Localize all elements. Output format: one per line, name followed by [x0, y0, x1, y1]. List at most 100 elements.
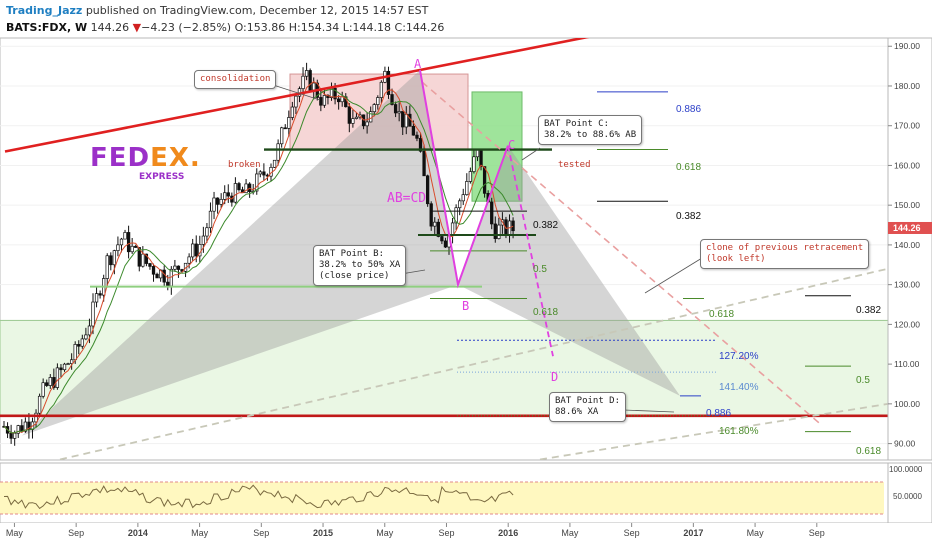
price-axis[interactable]: 190.00 180.00 170.00 160.00 150.00 140.00 130.…: [887, 37, 932, 461]
candle-body: [141, 253, 145, 267]
candle-body: [351, 118, 355, 124]
fib-c-618: 0.618: [676, 162, 702, 173]
green-zone: [0, 319, 888, 417]
candle-body: [287, 117, 291, 129]
candle-body: [258, 171, 262, 175]
consolidation-note[interactable]: consolidation: [194, 70, 277, 89]
candle-body: [237, 183, 241, 191]
candle-body: [23, 421, 28, 432]
candle-body: [429, 203, 433, 227]
candle-body: [497, 224, 501, 239]
candle-body: [87, 325, 92, 336]
time-tick-label: 2016: [498, 528, 518, 538]
time-tick-label: Sep: [253, 528, 269, 538]
candle-body: [397, 111, 401, 114]
candle-body: [404, 113, 408, 128]
candle-body: [55, 367, 60, 388]
candle-body: [16, 425, 20, 434]
fib-r-618: 0.618: [709, 309, 735, 320]
chart-header: Trading_Jazz published on TradingView.co…: [0, 0, 932, 38]
price-tick-label: 160.00: [894, 160, 920, 170]
candle-body: [80, 338, 84, 347]
candle-body: [393, 104, 398, 114]
bat-point-d-note[interactable]: BAT Point D: 88.6% XA: [549, 392, 627, 422]
fib-c-886: 0.886: [676, 104, 702, 115]
price-tick-label: 120.00: [894, 319, 920, 329]
osc-line: [3, 484, 514, 510]
candle-body: [187, 256, 191, 264]
candle-body: [116, 244, 120, 251]
point-c-label: C: [508, 138, 516, 152]
candle-body: [84, 334, 88, 340]
bat-point-b-note[interactable]: BAT Point B: 38.2% to 50% XA (close pric…: [313, 245, 407, 286]
candle-body: [312, 82, 316, 91]
last-price-label: 144.26: [893, 223, 921, 233]
candle-body: [490, 201, 494, 225]
candle-body: [440, 236, 444, 242]
candle-body: [66, 363, 70, 365]
fib-b-618: 0.618: [533, 307, 559, 318]
candle-body: [450, 222, 455, 236]
price-axis-bg: [887, 37, 932, 461]
candle-body: [191, 243, 195, 258]
upper-trendline: [4, 38, 590, 153]
clone-note[interactable]: clone of previous retracement (look left…: [700, 239, 870, 269]
high-value: H:154.34: [288, 21, 340, 34]
candle-body: [354, 116, 359, 119]
candle-body: [208, 210, 213, 229]
candle-body: [308, 70, 312, 91]
candle-body: [119, 238, 124, 246]
author-link[interactable]: Trading_Jazz: [6, 4, 83, 17]
candle-body: [280, 127, 284, 145]
annotation-pointer: [623, 409, 675, 413]
candle-body: [390, 94, 394, 105]
candle-body: [105, 255, 109, 279]
candle-body: [255, 173, 259, 192]
symbol-line: BATS:FDX, W 144.26 ▼−4.23 (−2.85%) O:153…: [6, 21, 444, 34]
candle-body: [194, 243, 198, 257]
tested-label: tested: [558, 160, 591, 170]
annotation-pointer: [269, 83, 321, 101]
candle-body: [458, 200, 462, 209]
fedex-logo: FEDEX. EXPRESS: [90, 143, 201, 182]
bat-point-c-note[interactable]: BAT Point C: 38.2% to 88.6% AB: [538, 115, 643, 145]
ma-slow-line: [3, 88, 514, 434]
candle-body: [347, 106, 351, 124]
osc-axis-bg: [887, 462, 932, 524]
candle-body: [401, 111, 405, 128]
time-tick-label: 2014: [128, 528, 148, 538]
time-axis[interactable]: May Sep 2014 May Sep 2015 May Sep 2016 May Sep 2017…: [0, 523, 932, 550]
candle-body: [415, 134, 419, 139]
candle-body: [422, 150, 426, 177]
time-tick-label: May: [561, 528, 579, 538]
candle-body: [482, 166, 487, 194]
candle-body: [226, 192, 230, 197]
candle-body: [468, 171, 473, 182]
time-tick-label: Sep: [438, 528, 454, 538]
last-price: 144.26: [90, 21, 130, 34]
fib-r-5: 0.5: [856, 375, 870, 386]
candle-body: [77, 344, 81, 347]
candle-body: [372, 104, 376, 113]
candle-body: [37, 395, 42, 414]
candle-body: [247, 183, 252, 192]
candle-body: [493, 223, 497, 239]
candle-body: [205, 227, 209, 237]
candle-body: [212, 197, 216, 212]
candle-body: [322, 95, 327, 106]
candle-body: [166, 281, 170, 287]
price-tick-label: 170.00: [894, 121, 920, 131]
logo-sub: EXPRESS: [139, 172, 185, 182]
candle-body: [319, 97, 323, 106]
point-b-label: B: [462, 299, 470, 313]
symbol: BATS:FDX, W: [6, 21, 88, 34]
abcd-label: AB=CD: [387, 191, 427, 206]
candle-body: [59, 367, 63, 371]
fib-b-382: 0.382: [533, 220, 559, 231]
candle-body: [436, 221, 440, 237]
candle-body: [41, 382, 45, 397]
price-tick-label: 190.00: [894, 41, 920, 51]
published-text: published on TradingView.com, December 1…: [85, 4, 429, 17]
change-arrow: ▼: [132, 21, 142, 34]
